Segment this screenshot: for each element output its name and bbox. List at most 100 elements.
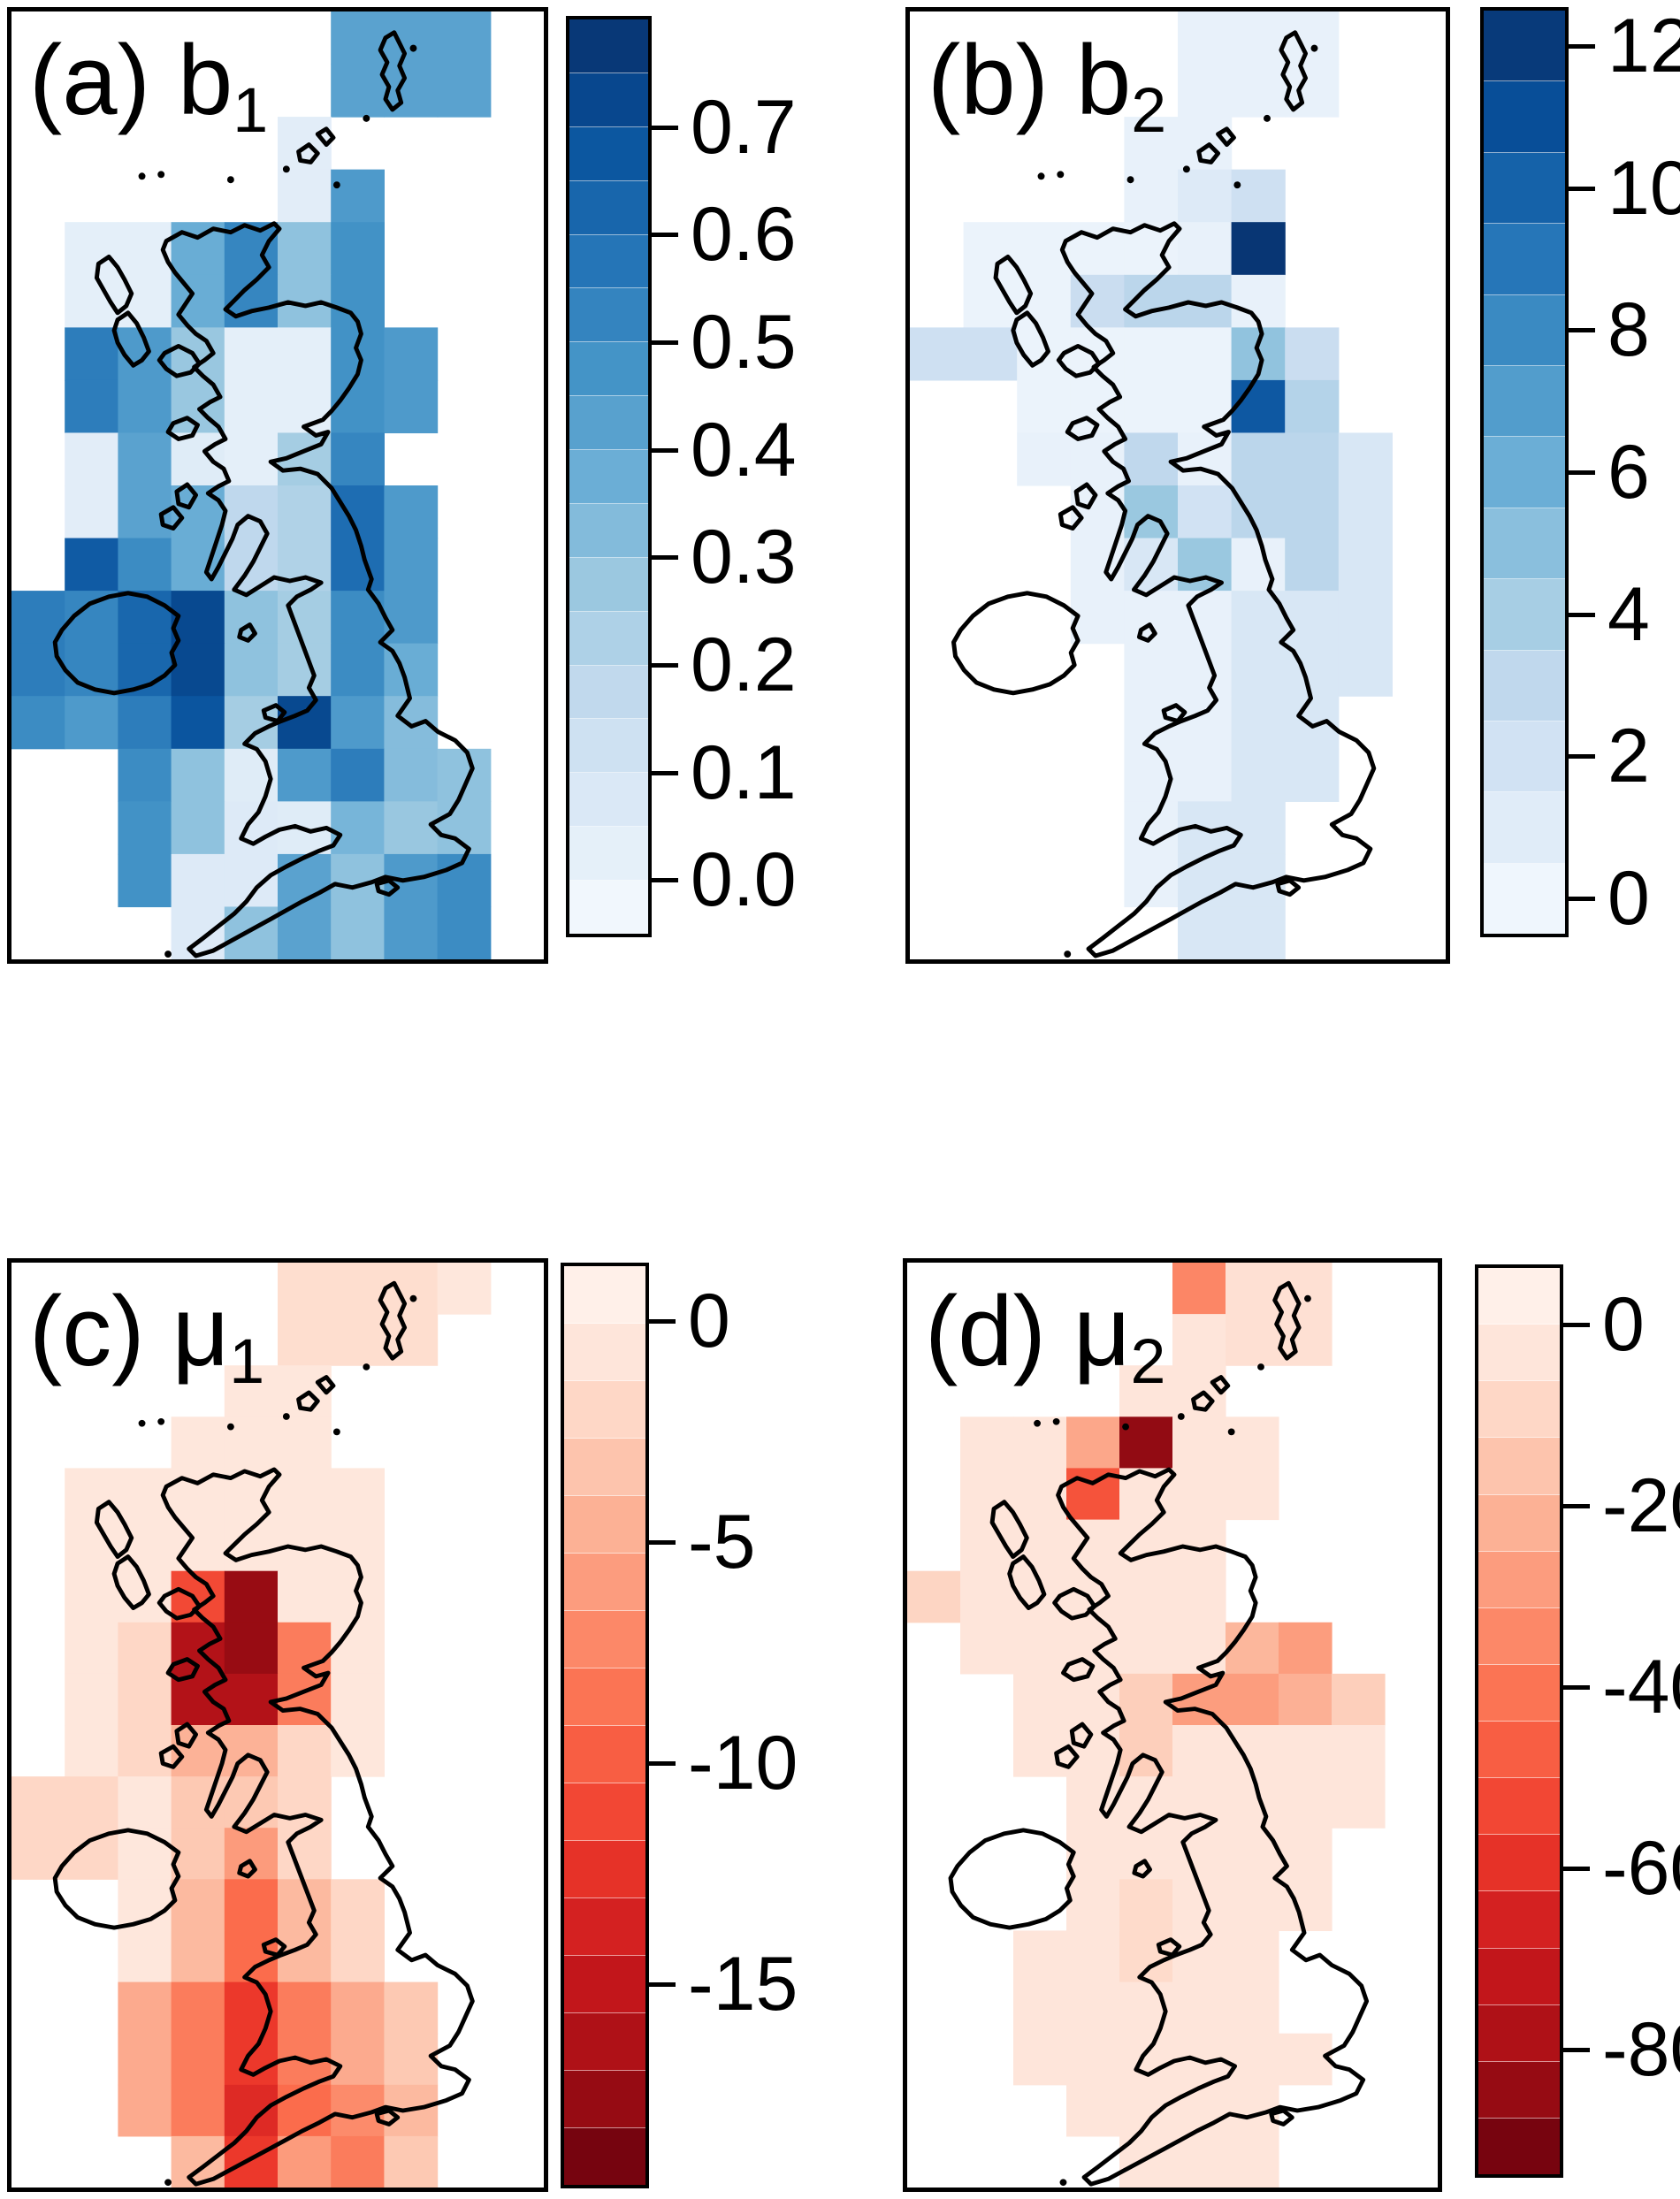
colorbar-tick-mark: [1563, 1504, 1590, 1508]
small-island-dot: [1059, 2179, 1067, 2187]
grid-cell: [118, 1776, 172, 1829]
coastline-path: [1161, 703, 1187, 723]
map-a: [11, 11, 492, 959]
grid-cell: [1285, 485, 1340, 539]
coastline-path: [378, 30, 408, 112]
grid-cell: [384, 2135, 439, 2188]
grid-cell: [331, 748, 385, 802]
grid-cell: [171, 1725, 225, 1777]
grid-cell: [171, 2033, 225, 2086]
coastline-path: [157, 343, 202, 378]
grid-cell: [224, 643, 279, 697]
grid-cell: [118, 748, 172, 802]
coastline-path: [1210, 1375, 1231, 1395]
grid-cell: [1119, 2084, 1173, 2137]
colorbar-segment: [564, 1324, 645, 1381]
colorbar-segment: [564, 1841, 645, 1898]
panel-a-title-text: (a) b: [29, 25, 233, 135]
colorbar-segment: [1478, 1381, 1560, 1439]
small-island-dot: [226, 1423, 234, 1431]
grid-cell: [1124, 379, 1179, 434]
grid-cell: [278, 1416, 332, 1469]
colorbar-segment: [569, 342, 648, 397]
grid-cell: [118, 2084, 172, 2137]
grid-cell: [171, 1879, 225, 1931]
grid-cell: [1013, 1673, 1067, 1726]
grid-cell: [118, 1981, 172, 2035]
grid-cell: [1119, 1570, 1173, 1623]
grid-cell: [1119, 2033, 1173, 2086]
grid-cell: [1226, 1468, 1279, 1521]
grid-cell: [118, 2033, 172, 2086]
colorbar-tick-mark: [1563, 1685, 1590, 1690]
grid-cell: [1017, 432, 1072, 486]
grid-cell: [384, 538, 439, 592]
grid-cell: [960, 1468, 1014, 1521]
map-c: [11, 1263, 492, 2188]
grid-cell: [960, 1570, 1014, 1623]
grid-cell: [1066, 1725, 1120, 1777]
grid-cell: [384, 906, 439, 959]
coastline-path: [261, 1937, 287, 1958]
grid-cell: [1178, 485, 1233, 539]
grid-cell: [331, 538, 385, 592]
grid-cell: [65, 327, 118, 381]
grid-cell: [1226, 1416, 1279, 1469]
grid-cell: [1119, 1365, 1173, 1417]
small-island-dot: [1233, 181, 1241, 189]
grid-cell: [278, 2135, 332, 2188]
grid-cell: [1066, 1981, 1120, 2035]
grid-cell: [1066, 2033, 1120, 2086]
grid-cell: [118, 643, 172, 697]
colorbar-tick-label: 0.6: [691, 192, 797, 277]
grid-cell: [1172, 2135, 1226, 2188]
grid-cell: [224, 1725, 279, 1777]
coastline-path: [1056, 1467, 1370, 2187]
coastline-path: [94, 254, 134, 316]
grid-cell: [331, 2135, 385, 2188]
colorbar-segment: [1484, 81, 1565, 153]
panel-b-map: (b) b2: [905, 7, 1450, 964]
colorbar-tick-label: 0.5: [691, 300, 797, 385]
colorbar-tick-label: 4: [1607, 572, 1650, 657]
grid-cell: [278, 906, 332, 959]
grid-cell: [1178, 538, 1233, 592]
colorbar-segment: [1478, 1664, 1560, 1722]
grid-cell: [118, 379, 172, 434]
grid-cell: [1332, 1673, 1386, 1726]
grid-cell: [907, 1570, 961, 1623]
colorbar-tick-label: 2: [1607, 714, 1650, 798]
grid-cell: [224, 2084, 279, 2137]
colorbar-segment: [1484, 863, 1565, 935]
grid-cell: [1279, 2033, 1333, 2086]
colorbar-segment: [564, 2013, 645, 2071]
grid-cell: [278, 1930, 332, 1983]
grid-cell: [1226, 1930, 1279, 1983]
panel-d-title-text: (d) μ: [925, 1276, 1131, 1386]
colorbar-segment: [564, 1496, 645, 1554]
grid-cell: [1231, 64, 1286, 118]
grid-cell: [1178, 222, 1233, 276]
colorbar-segment: [1484, 792, 1565, 864]
grid-cell: [224, 853, 279, 908]
colorbar-segment: [1484, 508, 1565, 580]
grid-cell: [171, 2135, 225, 2188]
colorbar-segment: [569, 234, 648, 289]
small-island-dot: [226, 176, 234, 184]
colorbar-segment: [564, 1439, 645, 1496]
grid-cell: [1279, 1776, 1333, 1829]
coastline-path: [1272, 1280, 1302, 1361]
coastline-path: [1007, 1554, 1047, 1610]
grid-cell: [11, 1776, 65, 1829]
colorbar-tick-label: 0: [688, 1279, 730, 1363]
small-island-dot: [1227, 1428, 1235, 1436]
grid-cell: [331, 1673, 385, 1726]
grid-cell: [224, 1365, 279, 1417]
small-island-dot: [157, 171, 165, 179]
grid-cell: [437, 748, 492, 802]
grid-cell: [1226, 1314, 1279, 1366]
colorbar-tick-label: 0.1: [691, 730, 797, 815]
colorbar-segment: [1478, 1891, 1560, 1949]
grid-cell: [331, 643, 385, 697]
grid-cell: [118, 1930, 172, 1983]
